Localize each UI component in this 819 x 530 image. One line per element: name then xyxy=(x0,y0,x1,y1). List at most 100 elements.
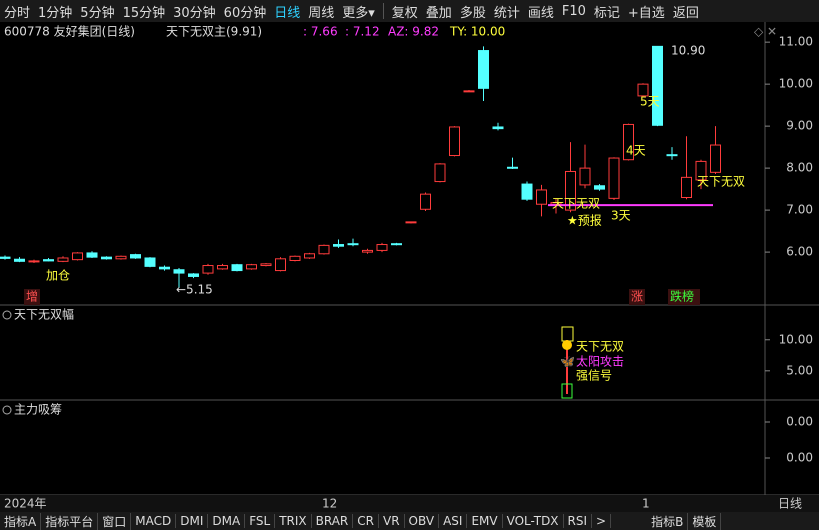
action-button[interactable]: 多股 xyxy=(459,5,486,21)
tag-box xyxy=(668,289,700,305)
date-axis xyxy=(0,495,819,512)
indicator-tab[interactable]: VOL-TDX xyxy=(503,514,564,528)
panel-icon[interactable] xyxy=(2,310,12,320)
candle-body xyxy=(246,264,257,270)
action-button[interactable]: 叠加 xyxy=(425,5,452,21)
action-button[interactable]: 统计 xyxy=(493,5,520,21)
indicator-tab[interactable]: EMV xyxy=(467,514,503,528)
annotation: 4天 xyxy=(626,144,646,158)
candle-body xyxy=(376,244,388,251)
period-tab[interactable]: 15分钟 xyxy=(122,5,166,21)
candle-body xyxy=(536,189,547,205)
action-button[interactable]: F10 xyxy=(561,3,586,19)
indicator-tab[interactable]: VR xyxy=(379,514,405,528)
annotation: ★预报 xyxy=(567,213,602,228)
period-label: 日线 xyxy=(778,497,802,511)
signal-label: 强信号 xyxy=(576,369,612,383)
candle-body xyxy=(507,166,518,169)
indicator-tab[interactable]: 模板 xyxy=(688,512,722,530)
chart: 600778 友好集团(日线) 天下无双主(9.91) ◇ ✕ 天下无双幅 主力… xyxy=(0,22,819,512)
bg xyxy=(0,22,819,512)
signal-icon xyxy=(562,340,572,350)
panel-title: 主力吸筹 xyxy=(14,403,62,417)
indicator-tab[interactable]: MACD xyxy=(131,514,177,528)
candle-body xyxy=(579,167,591,186)
y-tick-label: 11.00 xyxy=(779,35,813,49)
candle-body xyxy=(43,259,54,262)
date-label: 1 xyxy=(642,497,650,511)
date-label: 2024年 xyxy=(4,497,47,511)
candle-body xyxy=(710,144,721,173)
period-tab[interactable]: 日线 xyxy=(274,5,301,21)
candle-body xyxy=(144,257,156,267)
annotation: 加仓 xyxy=(46,269,70,283)
candle-body xyxy=(391,243,402,246)
indicator-tab[interactable]: CR xyxy=(353,514,379,528)
indicator-tab[interactable]: ASI xyxy=(439,514,468,528)
action-button[interactable]: 返回 xyxy=(672,5,699,21)
indicator-tab[interactable]: > xyxy=(592,514,612,528)
action-button[interactable]: 画线 xyxy=(527,5,554,21)
period-tab[interactable]: 60分钟 xyxy=(223,5,267,21)
indicator-value: : 7.12 xyxy=(345,25,380,39)
period-tab[interactable]: 30分钟 xyxy=(173,5,216,21)
candle-body xyxy=(86,252,98,258)
action-button[interactable]: +自选 xyxy=(627,5,665,21)
indicator-tab[interactable]: 指标A xyxy=(0,512,42,530)
candle-body xyxy=(28,260,40,263)
y-tick-label: 0.00 xyxy=(786,451,813,465)
y-tick-label: 10.00 xyxy=(779,332,813,346)
indicator-tab[interactable]: TRIX xyxy=(275,514,312,528)
indicator-tab[interactable]: DMA xyxy=(208,514,246,528)
candle-body xyxy=(231,264,243,272)
candle-body xyxy=(681,176,692,199)
period-tab[interactable]: 1分钟 xyxy=(38,5,73,21)
annotation: 天下无双 xyxy=(697,175,745,189)
candle-body xyxy=(420,193,431,210)
candle-body xyxy=(318,244,330,255)
candle-body xyxy=(304,253,315,259)
panel-title: 天下无双幅 xyxy=(14,307,74,322)
action-button[interactable]: 复权 xyxy=(391,5,418,21)
period-tab[interactable]: 5分钟 xyxy=(80,5,115,21)
candle-body xyxy=(463,90,475,93)
annotation: 5天 xyxy=(640,95,660,109)
action-button[interactable]: 标记 xyxy=(593,5,620,21)
period-tab[interactable]: 更多▾ xyxy=(342,5,375,21)
signal-icon: 🦋 xyxy=(560,355,575,369)
icon[interactable]: ◇ ✕ xyxy=(754,25,777,39)
indicator-tab[interactable]: DMI xyxy=(176,514,209,528)
indicator-tab[interactable]: 指标平台 xyxy=(41,512,99,530)
indicator-tab[interactable]: FSL xyxy=(245,514,276,528)
tag-box xyxy=(629,289,645,305)
indicator-tab[interactable]: 窗口 xyxy=(98,512,132,530)
y-tick-label: 9.00 xyxy=(786,119,813,133)
candle-body xyxy=(101,256,112,260)
candle-body xyxy=(202,265,214,274)
separator xyxy=(382,3,384,19)
candle-body xyxy=(623,123,634,161)
indicator-tab[interactable]: 指标B xyxy=(647,512,689,530)
panel-icon[interactable] xyxy=(2,405,12,415)
candle-body xyxy=(695,160,707,181)
indicator-value: AZ: 9.82 xyxy=(388,25,439,39)
candle-body xyxy=(594,185,605,190)
candle-body xyxy=(608,157,620,199)
candle-body xyxy=(159,266,170,270)
indicator-tab[interactable]: BRAR xyxy=(312,514,354,528)
candle-body xyxy=(347,243,359,246)
period-tab[interactable]: 周线 xyxy=(308,5,335,21)
candle-body xyxy=(289,255,301,261)
candle-body xyxy=(260,263,272,267)
candle-body xyxy=(130,254,141,259)
toolbar: 分时 1分钟 5分钟 15分钟 30分钟 60分钟 日线 周线 更多▾ 复权 叠加 多股 统计 画线 F10… xyxy=(0,0,819,23)
annotation: 10.90 xyxy=(671,44,705,58)
candle-body xyxy=(115,255,127,260)
annotation: ←5.15 xyxy=(176,283,213,297)
period-tab[interactable]: 分时 xyxy=(4,5,31,21)
signal-icon xyxy=(561,383,573,399)
annotation: 跌榜 xyxy=(670,289,694,304)
annotation: 涨 xyxy=(631,289,643,304)
indicator-tab[interactable]: OBV xyxy=(405,514,440,528)
indicator-tab[interactable]: RSI xyxy=(564,514,593,528)
